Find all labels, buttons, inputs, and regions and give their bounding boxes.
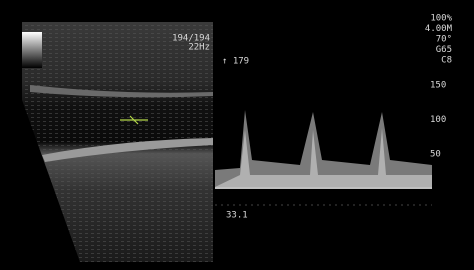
setting: 100%	[430, 14, 452, 24]
velocity-max: ↑ 179	[222, 57, 249, 67]
frame-rate: 22Hz	[188, 43, 210, 53]
scale-label: 100	[430, 115, 446, 125]
scale-label: 150	[430, 81, 446, 91]
scale-label: 50	[430, 150, 441, 160]
setting: G65	[436, 45, 452, 55]
b-mode-image	[22, 22, 213, 262]
setting: 4.00M	[425, 24, 453, 34]
setting: C8	[441, 56, 452, 66]
doppler-spectrum	[215, 110, 432, 206]
measure-value: 33.1	[226, 211, 248, 221]
setting: 70°	[436, 35, 452, 45]
frame-count: 194/194	[172, 34, 210, 44]
